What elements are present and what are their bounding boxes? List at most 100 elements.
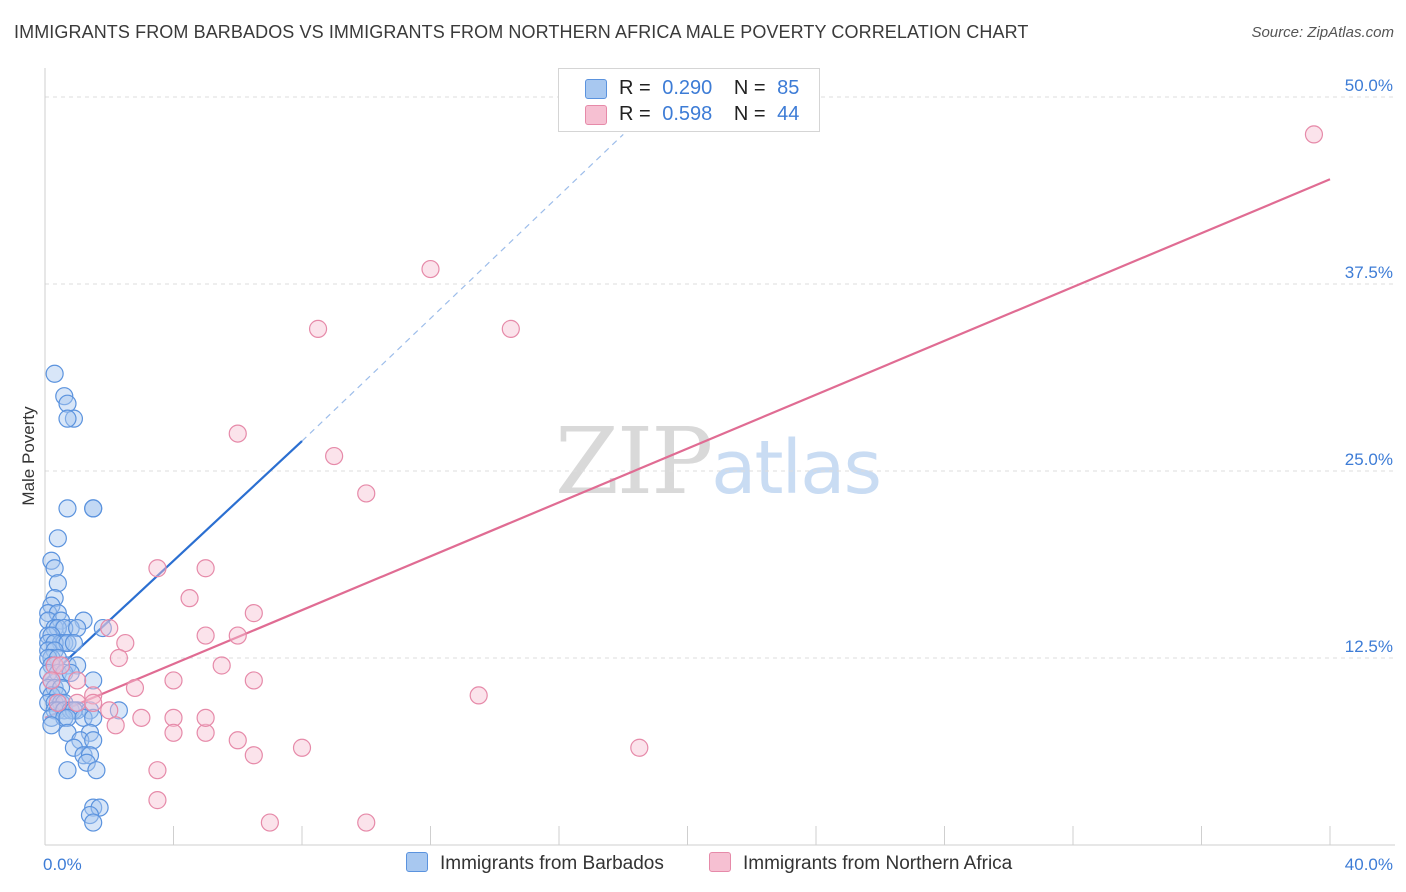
point-northern-africa (125, 678, 145, 698)
point-barbados (84, 731, 103, 750)
data-points (39, 125, 1324, 832)
r-value-barbados: 0.290 (662, 77, 713, 99)
legend-item-northern-africa[interactable]: Immigrants from Northern Africa (709, 852, 1012, 875)
n-label: N = (733, 103, 766, 125)
legend-swatch-northern-africa (709, 852, 731, 872)
barbados-stats: R = 0.290 N = 85 (619, 77, 799, 100)
point-northern-africa (244, 746, 263, 765)
r-label: R = (619, 77, 651, 99)
point-northern-africa (100, 701, 119, 720)
x-tick-label: 0.0% (43, 855, 82, 874)
stats-legend: R = 0.290 N = 85 R = 0.598 N = 44 (558, 68, 820, 132)
point-barbados (64, 633, 84, 653)
northern-africa-swatch (585, 105, 607, 125)
point-barbados (87, 761, 106, 780)
point-barbados (68, 618, 87, 638)
n-value-northern-africa: 44 (777, 103, 800, 125)
legend-label-northern-africa: Immigrants from Northern Africa (743, 853, 1013, 874)
point-northern-africa (228, 424, 247, 443)
point-northern-africa (196, 708, 215, 727)
axes (44, 68, 1395, 846)
point-northern-africa (469, 686, 488, 705)
r-value-northern-africa: 0.598 (662, 103, 713, 125)
point-barbados (48, 701, 67, 720)
point-northern-africa (244, 604, 263, 623)
y-axis-label: Male Poverty (19, 406, 38, 506)
point-northern-africa (109, 648, 128, 668)
point-barbados (84, 813, 103, 832)
legend-label-barbados: Immigrants from Barbados (440, 853, 664, 874)
point-barbados (71, 731, 90, 750)
point-northern-africa (421, 259, 440, 279)
point-northern-africa (132, 708, 151, 727)
point-northern-africa (501, 319, 520, 338)
point-barbados (58, 394, 77, 413)
chart-title: IMMIGRANTS FROM BARBADOS VS IMMIGRANTS F… (14, 22, 1029, 42)
point-northern-africa (42, 671, 61, 690)
point-northern-africa (48, 693, 67, 712)
point-barbados (84, 708, 103, 727)
grid-lines (45, 96, 1395, 659)
point-barbados (58, 499, 77, 518)
point-barbados (61, 618, 80, 638)
point-barbados (84, 671, 103, 690)
point-northern-africa (164, 671, 183, 690)
point-northern-africa (196, 723, 215, 742)
source-credit: Source: ZipAtlas.com (1251, 24, 1394, 41)
point-barbados (58, 409, 77, 428)
point-barbados (77, 753, 96, 772)
n-value-barbados: 85 (777, 77, 800, 99)
point-northern-africa (228, 626, 247, 645)
point-northern-africa (228, 731, 247, 750)
point-northern-africa (212, 656, 231, 675)
point-barbados (48, 618, 67, 638)
barbados-swatch (585, 79, 607, 99)
point-barbados (64, 738, 84, 757)
point-barbados (64, 409, 84, 428)
point-northern-africa (260, 813, 279, 832)
point-northern-africa (325, 446, 344, 466)
y-tick-label: 50.0% (1345, 76, 1393, 95)
point-barbados (58, 761, 77, 780)
point-northern-africa (106, 716, 125, 735)
trend-line-barbados-extension (301, 133, 624, 442)
point-barbados (48, 529, 67, 548)
point-barbados (42, 708, 61, 727)
point-northern-africa (357, 484, 376, 503)
point-northern-africa (196, 559, 215, 578)
point-barbados (45, 633, 64, 653)
point-northern-africa (164, 708, 183, 727)
r-label: R = (619, 103, 651, 125)
trend-line-northern-africa (44, 178, 1331, 719)
point-barbados (84, 499, 103, 518)
point-barbados (93, 618, 112, 638)
point-northern-africa (244, 671, 263, 690)
northern-africa-stats: R = 0.598 N = 44 (619, 103, 799, 126)
point-northern-africa (180, 589, 199, 608)
point-barbados (90, 798, 109, 817)
trend-line-barbados (44, 440, 303, 682)
point-barbados (58, 708, 77, 727)
y-tick-label: 37.5% (1345, 263, 1393, 282)
trend-lines (44, 133, 1331, 719)
legend-item-barbados[interactable]: Immigrants from Barbados (406, 852, 664, 875)
point-barbados (45, 559, 64, 578)
point-northern-africa (84, 686, 103, 705)
x-tick-label: 40.0% (1345, 855, 1393, 874)
point-northern-africa (45, 656, 64, 675)
point-barbados (39, 693, 58, 712)
point-barbados (109, 701, 128, 720)
y-tick-label: 25.0% (1345, 450, 1393, 469)
point-northern-africa (148, 761, 167, 780)
point-northern-africa (51, 656, 71, 675)
point-northern-africa (100, 618, 119, 638)
point-northern-africa (630, 738, 649, 757)
point-northern-africa (357, 813, 376, 832)
point-northern-africa (68, 693, 87, 712)
point-northern-africa (1304, 125, 1324, 144)
legend-swatch-barbados (406, 852, 428, 872)
point-barbados (39, 611, 58, 630)
point-barbados (48, 574, 67, 593)
point-northern-africa (148, 559, 167, 578)
